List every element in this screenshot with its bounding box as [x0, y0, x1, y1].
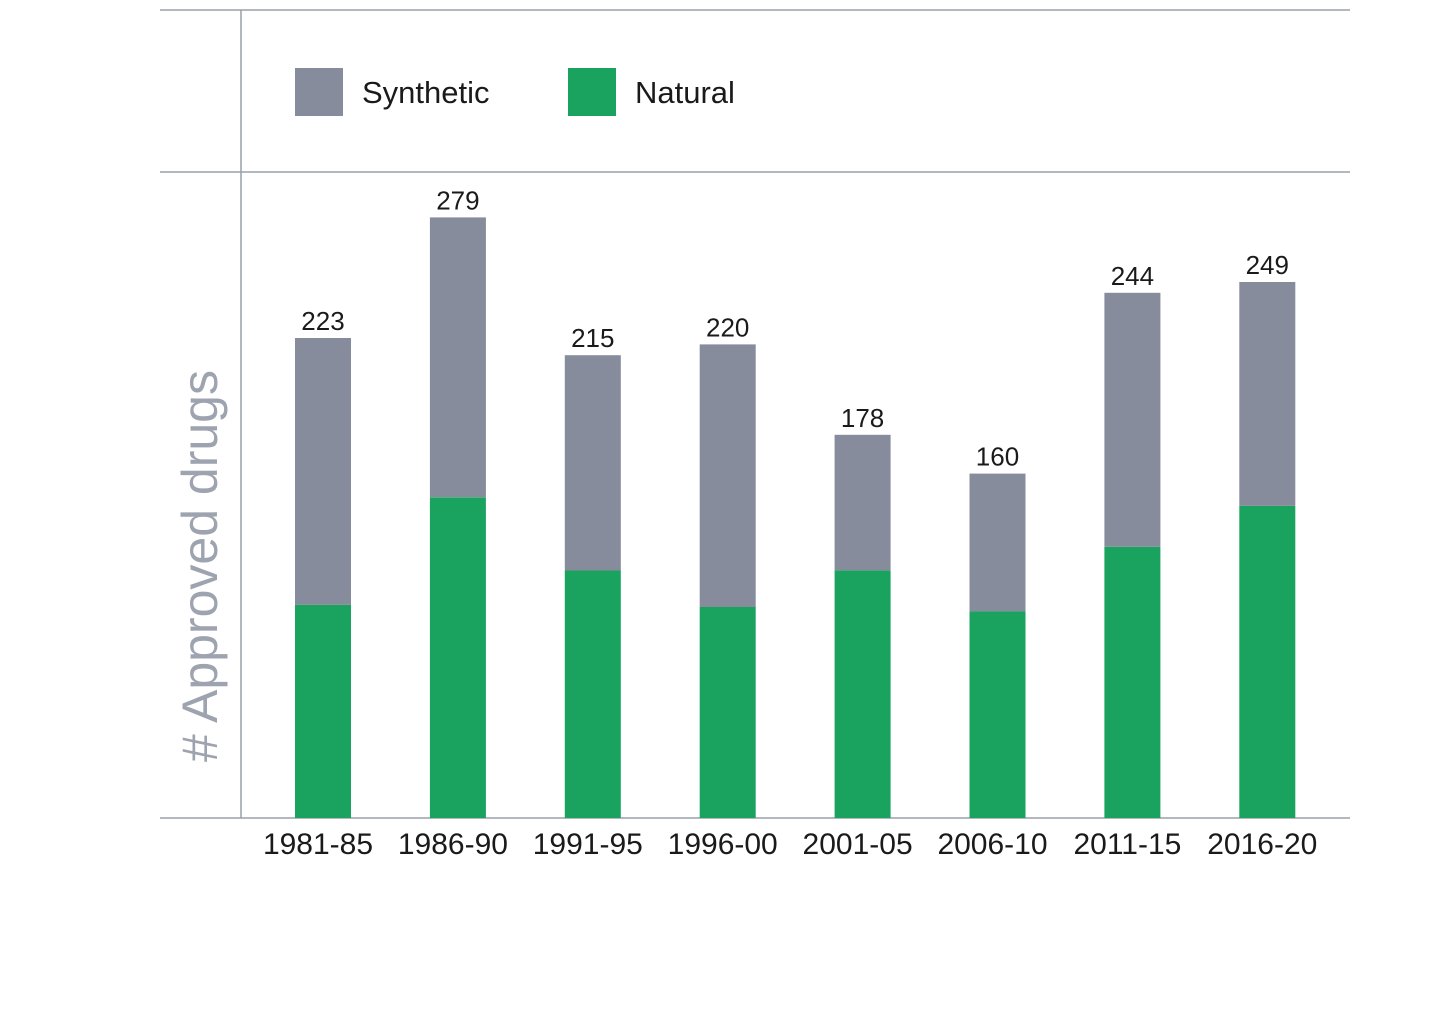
- total-label-2001-05: 178: [841, 403, 884, 433]
- y-axis-title: # Approved drugs: [172, 370, 228, 762]
- legend-label-synthetic: Synthetic: [362, 75, 490, 110]
- x-tick-labels-group: 1981-85 1986-90 1991-95 1996-00 2001-05 2006-…: [263, 828, 1317, 861]
- bar-natural-1991-95: [564, 570, 621, 818]
- bar-natural-1981-85: [295, 604, 351, 818]
- legend-swatch-natural: [568, 68, 616, 116]
- bar-synthetic-2011-15: [1104, 292, 1161, 547]
- bar-synthetic-2006-10: [969, 473, 1026, 612]
- legend: Synthetic Natural: [295, 68, 735, 116]
- bar-natural-2016-20: [1239, 505, 1296, 818]
- total-label-1986-90: 279: [436, 185, 479, 215]
- total-label-2011-15: 244: [1111, 261, 1154, 291]
- bar-synthetic-2016-20: [1239, 282, 1296, 506]
- total-labels-group: 223 279 215 220 178 160 244 249: [301, 185, 1289, 471]
- total-label-1991-95: 215: [571, 323, 614, 353]
- x-tick-label-1986-90: 1986-90: [398, 828, 508, 861]
- legend-label-natural: Natural: [635, 75, 735, 110]
- bar-synthetic-1991-95: [564, 355, 621, 571]
- bar-synthetic-1981-85: [295, 338, 351, 605]
- bar-natural-2001-05: [834, 570, 891, 818]
- bar-synthetic-1996-00: [699, 344, 756, 607]
- bar-synthetic-1986-90: [429, 217, 486, 498]
- bar-natural-1996-00: [699, 607, 756, 818]
- bars-group: [295, 217, 1296, 818]
- total-label-1981-85: 223: [301, 306, 344, 336]
- total-label-1996-00: 220: [706, 312, 749, 342]
- legend-swatch-synthetic: [295, 68, 343, 116]
- x-tick-label-2001-05: 2001-05: [803, 828, 913, 861]
- bar-natural-2006-10: [969, 611, 1026, 818]
- bar-natural-2011-15: [1104, 546, 1161, 818]
- bar-natural-1986-90: [429, 497, 486, 818]
- total-label-2016-20: 249: [1246, 250, 1289, 280]
- total-label-2006-10: 160: [976, 442, 1019, 472]
- bar-synthetic-2001-05: [834, 434, 891, 571]
- x-tick-label-1991-95: 1991-95: [533, 828, 643, 861]
- x-tick-label-2006-10: 2006-10: [937, 828, 1047, 861]
- x-tick-label-1981-85: 1981-85: [263, 828, 373, 861]
- x-tick-label-1996-00: 1996-00: [668, 828, 778, 861]
- x-tick-label-2011-15: 2011-15: [1073, 828, 1181, 861]
- x-tick-label-2016-20: 2016-20: [1207, 828, 1317, 861]
